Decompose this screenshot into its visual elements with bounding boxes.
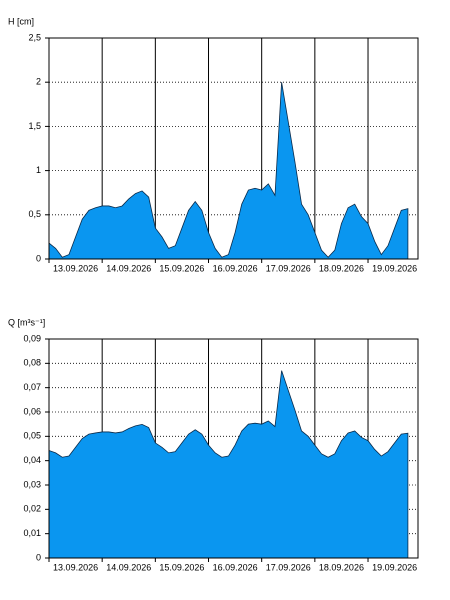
y-tick-label: 0,05 (23, 431, 41, 441)
x-tick-label: 17.09.2026 (266, 562, 311, 572)
x-tick-label: 15.09.2026 (159, 562, 204, 572)
x-tick-label: 19.09.2026 (372, 263, 417, 273)
y-tick-label: 1 (36, 165, 41, 175)
x-tick-label: 14.09.2026 (106, 263, 151, 273)
x-tick-label: 13.09.2026 (53, 562, 98, 572)
plot-frame (48, 338, 419, 559)
x-tick-label: 17.09.2026 (266, 263, 311, 273)
y-tick-label: 0,07 (23, 382, 41, 392)
area (48, 82, 409, 260)
plot-frame (48, 37, 419, 260)
y-axis-label: Q [m³s⁻¹] (8, 317, 45, 327)
y-tick-label: 0,04 (23, 455, 41, 465)
y-tick-label: 1,5 (28, 121, 41, 131)
x-tick-label: 14.09.2026 (106, 562, 151, 572)
x-tick-label: 19.09.2026 (372, 562, 417, 572)
y-tick-label: 0,02 (23, 504, 41, 514)
area (48, 370, 409, 559)
y-tick-label: 0,08 (23, 358, 41, 368)
y-tick-label: 0,5 (28, 209, 41, 219)
y-axis-label: H [cm] (8, 16, 34, 26)
y-tick-label: 2,5 (28, 32, 41, 42)
y-tick-label: 0,09 (23, 333, 41, 343)
x-tick-label: 15.09.2026 (159, 263, 204, 273)
y-tick-label: 0 (36, 552, 41, 562)
y-tick-label: 0,03 (23, 479, 41, 489)
y-tick-label: 0,06 (23, 406, 41, 416)
x-tick-label: 16.09.2026 (213, 562, 258, 572)
y-tick-label: 0 (36, 253, 41, 263)
y-tick-label: 0,01 (23, 528, 41, 538)
x-tick-label: 16.09.2026 (213, 263, 258, 273)
x-tick-label: 18.09.2026 (319, 562, 364, 572)
x-tick-label: 18.09.2026 (319, 263, 364, 273)
x-tick-label: 13.09.2026 (53, 263, 98, 273)
y-tick-label: 2 (36, 77, 41, 87)
